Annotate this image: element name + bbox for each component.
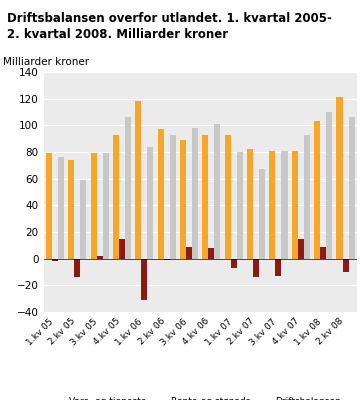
Bar <box>91 153 96 259</box>
Bar <box>314 121 320 259</box>
Bar <box>74 259 80 277</box>
Bar <box>349 117 355 259</box>
Text: Milliarder kroner: Milliarder kroner <box>3 57 89 67</box>
Bar <box>298 239 304 259</box>
Bar <box>113 135 119 259</box>
Bar <box>186 247 192 259</box>
Bar <box>52 259 58 261</box>
Bar <box>326 112 332 259</box>
Bar <box>147 147 153 259</box>
Bar <box>214 124 221 259</box>
Bar <box>231 259 237 268</box>
Bar <box>225 135 231 259</box>
Bar <box>180 140 186 259</box>
Text: Driftsbalansen overfor utlandet. 1. kvartal 2005-
2. kvartal 2008. Milliarder kr: Driftsbalansen overfor utlandet. 1. kvar… <box>7 12 332 41</box>
Bar <box>135 101 141 259</box>
Bar <box>103 153 108 259</box>
Bar <box>276 259 281 276</box>
Bar <box>292 151 298 259</box>
Bar <box>141 259 147 300</box>
Bar <box>304 135 310 259</box>
Bar <box>164 259 170 260</box>
Bar <box>68 160 74 259</box>
Bar <box>158 129 164 259</box>
Bar <box>170 135 176 259</box>
Bar <box>202 135 208 259</box>
Bar <box>80 180 86 259</box>
Bar <box>259 169 265 259</box>
Bar <box>247 149 253 259</box>
Bar <box>46 153 52 259</box>
Bar <box>320 247 326 259</box>
Bar <box>336 97 343 259</box>
Bar <box>343 259 349 272</box>
Bar <box>96 256 103 259</box>
Bar <box>125 117 131 259</box>
Bar <box>192 128 198 259</box>
Legend: Vare- og tjeneste-
balansen, Rente-og stønads-
balansen, Driftsbalansen
overfor : Vare- og tjeneste- balansen, Rente-og st… <box>48 393 353 400</box>
Bar <box>237 152 243 259</box>
Bar <box>253 259 259 277</box>
Bar <box>119 239 125 259</box>
Bar <box>281 151 288 259</box>
Bar <box>58 157 64 259</box>
Bar <box>208 248 214 259</box>
Bar <box>269 151 276 259</box>
